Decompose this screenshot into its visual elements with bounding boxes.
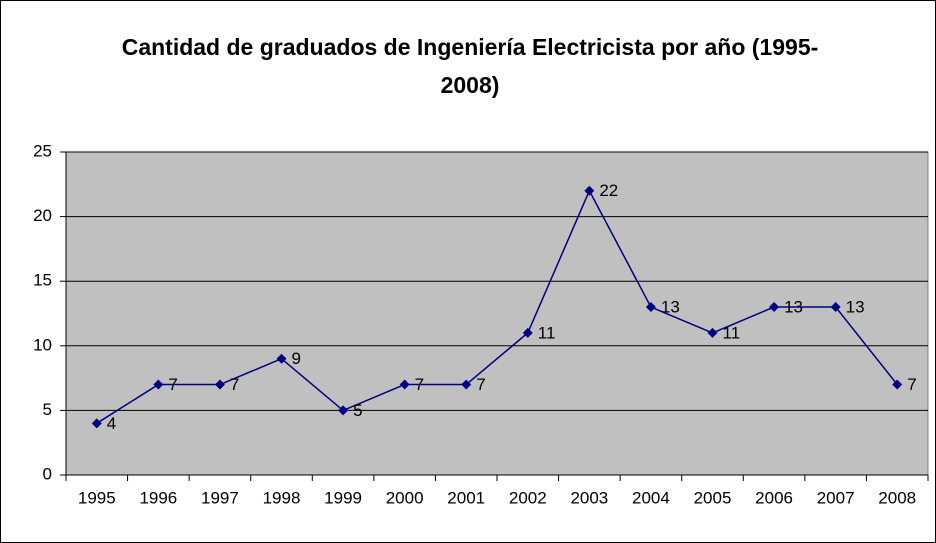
- data-point: [461, 379, 472, 390]
- plot-area: [65, 151, 929, 476]
- line-series: [96, 189, 898, 424]
- x-tick-label: 2008: [878, 488, 916, 507]
- data-label: 7: [230, 375, 239, 394]
- x-tick-label: 2000: [386, 488, 424, 507]
- chart-title: Cantidad de graduados de Ingeniería Elec…: [121, 34, 819, 98]
- data-point: [276, 353, 287, 364]
- data-label: 7: [168, 375, 177, 394]
- data-point: [522, 327, 533, 338]
- data-point: [153, 379, 164, 390]
- y-tick-label: 0: [43, 464, 52, 483]
- data-point: [584, 185, 595, 196]
- data-point: [91, 418, 102, 429]
- data-point: [399, 379, 410, 390]
- x-tick-label: 2002: [509, 488, 547, 507]
- data-point: [338, 405, 349, 416]
- data-label: 9: [292, 349, 301, 368]
- x-tick-label: 2003: [570, 488, 608, 507]
- data-label: 7: [907, 375, 916, 394]
- y-tick-label: 20: [33, 206, 52, 225]
- data-label: 7: [415, 375, 424, 394]
- data-label: 13: [784, 298, 803, 317]
- data-label: 13: [846, 298, 865, 317]
- x-tick-label: 1999: [324, 488, 362, 507]
- y-tick-label: 5: [43, 400, 52, 419]
- data-label: 13: [661, 298, 680, 317]
- x-tick-label: 2006: [755, 488, 793, 507]
- data-point: [769, 302, 780, 313]
- x-tick-label: 2007: [817, 488, 855, 507]
- data-point: [214, 379, 225, 390]
- data-label: 5: [353, 401, 362, 420]
- y-tick-label: 25: [33, 141, 52, 160]
- x-tick-label: 1996: [139, 488, 177, 507]
- x-tick-label: 2005: [694, 488, 732, 507]
- x-tick-label: 2001: [447, 488, 485, 507]
- x-tick-label: 1998: [263, 488, 301, 507]
- data-label: 22: [599, 181, 618, 200]
- y-tick-label: 15: [33, 271, 52, 290]
- data-label: 4: [107, 414, 116, 433]
- data-point: [892, 379, 903, 390]
- data-point: [645, 302, 656, 313]
- data-point: [707, 327, 718, 338]
- data-label: 11: [538, 323, 556, 342]
- data-label: 7: [476, 375, 485, 394]
- x-tick-label: 1997: [201, 488, 239, 507]
- data-point: [830, 302, 841, 313]
- y-tick-label: 10: [33, 335, 52, 354]
- data-label: 11: [723, 323, 741, 342]
- x-tick-label: 1995: [78, 488, 116, 507]
- x-tick-label: 2004: [632, 488, 670, 507]
